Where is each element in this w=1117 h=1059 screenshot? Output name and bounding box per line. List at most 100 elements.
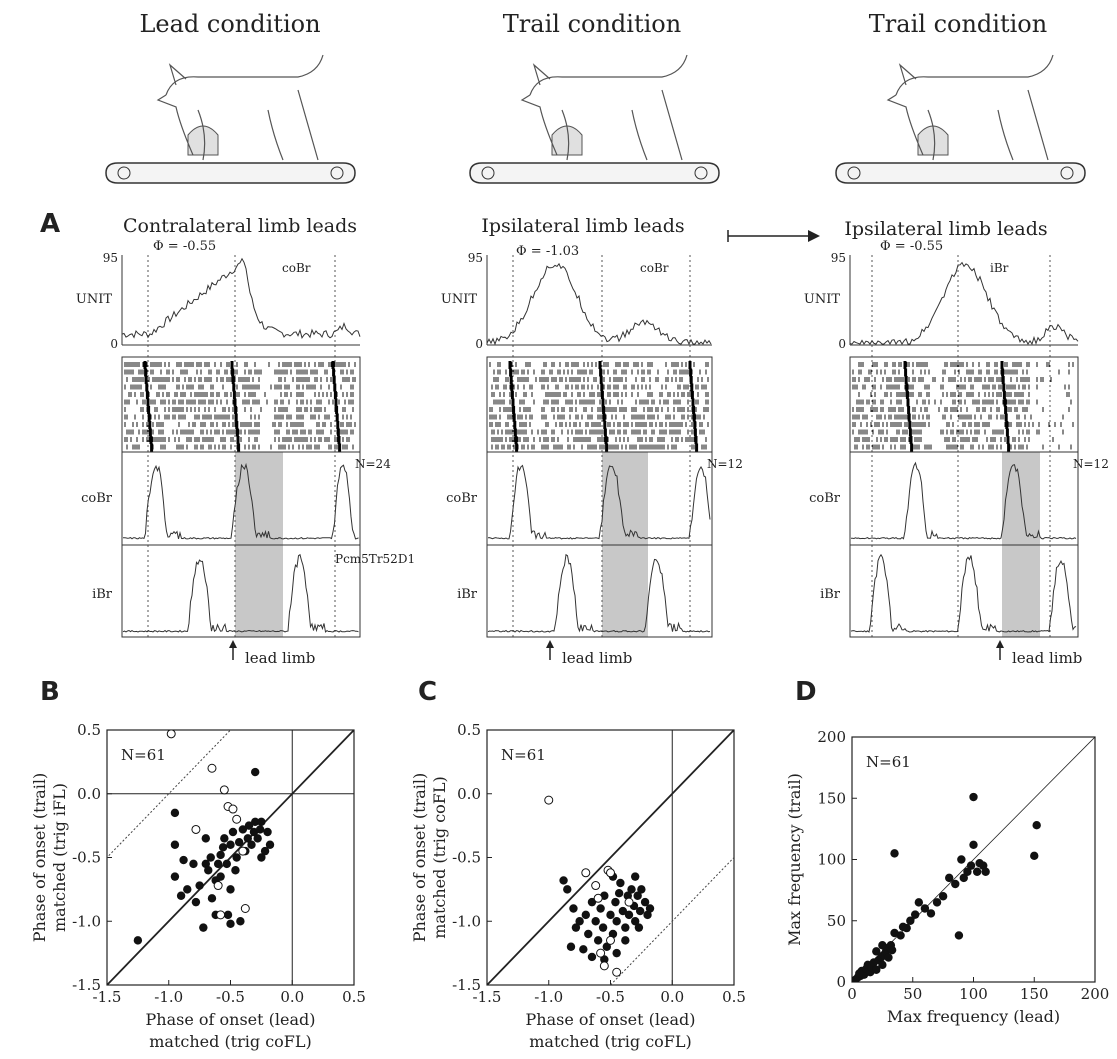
data-point-filled	[969, 840, 978, 849]
y-tick-95: 95	[103, 251, 118, 265]
lead-limb-label: lead limb	[1012, 649, 1082, 667]
data-point-open	[238, 846, 248, 856]
data-point-filled	[226, 840, 235, 849]
data-point-filled	[255, 825, 265, 834]
panel-a-title-right: Ipsilateral limb leads	[844, 218, 1047, 240]
data-point-open	[213, 881, 223, 891]
x-axis-label-2: matched (trig coFL)	[529, 1032, 692, 1051]
data-point-open	[593, 893, 603, 903]
data-point-filled	[207, 894, 217, 903]
unity-line	[487, 730, 734, 985]
data-point-filled	[244, 821, 254, 830]
data-point-open	[207, 763, 217, 773]
x-tick-label: 150	[1020, 985, 1049, 1003]
data-point-filled	[575, 917, 584, 926]
data-point-filled	[645, 904, 655, 913]
y-axis-label: Phase of onset (trail)	[30, 773, 49, 942]
panel-a-traces: UNIT coBr iBr 95 0 coBr N=24 Pcm5Tr52D1 lead lim…	[76, 251, 1109, 667]
data-point-filled	[213, 859, 223, 869]
unity-line	[107, 730, 354, 985]
x-tick-label: -1.5	[93, 988, 122, 1006]
data-point-filled	[926, 909, 936, 918]
data-point-filled	[621, 936, 630, 945]
data-point-filled	[591, 917, 600, 926]
x-tick-label: 0.5	[722, 988, 746, 1006]
x-tick-label: 0.5	[342, 988, 366, 1006]
data-point-filled	[232, 853, 241, 862]
data-point-filled	[226, 919, 235, 928]
data-point-open	[240, 904, 250, 913]
unit-tag: coBr	[640, 261, 669, 275]
data-point-filled	[611, 897, 620, 907]
n-label: N=61	[866, 753, 911, 771]
y-axis-label: Max frequency (trail)	[785, 773, 804, 946]
x-axis-label: Phase of onset (lead)	[146, 1010, 316, 1029]
y-tick-95: 95	[468, 251, 483, 265]
cat-illustration-trail-2	[835, 54, 1086, 184]
y-tick-label: 0.0	[457, 785, 481, 803]
raster-frame	[849, 356, 1079, 638]
x-tick-label: 200	[1081, 985, 1110, 1003]
data-point-filled	[898, 922, 908, 932]
cobr-emg-trace	[850, 461, 1077, 540]
y-tick-label: 0.5	[457, 721, 481, 739]
trace-column-middle: UNIT coBr iBr 95 0 coBr N=12 lead limb	[441, 251, 743, 667]
y-tick-label: -1.0	[72, 912, 101, 930]
unit-histogram	[486, 262, 712, 346]
data-point-filled	[265, 840, 275, 849]
data-point-filled	[236, 917, 245, 926]
cat-illustration-trail-1	[469, 54, 720, 184]
data-point-filled	[581, 910, 590, 920]
phi-left: Φ = -0.55	[153, 239, 216, 254]
row-label-ibr: iBr	[820, 587, 841, 602]
data-point-filled	[938, 892, 948, 901]
x-axis-label: Max frequency (lead)	[887, 1007, 1060, 1026]
x-axis-label: Phase of onset (lead)	[526, 1010, 696, 1029]
data-point-open	[591, 881, 601, 891]
y-tick-95: 95	[831, 251, 846, 265]
x-tick-label: -1.5	[473, 988, 502, 1006]
spike-raster	[124, 361, 356, 452]
data-point-filled	[635, 906, 645, 916]
data-point-filled	[238, 825, 248, 834]
y-tick-label: 0.0	[77, 785, 101, 803]
condition-arrow-head	[808, 230, 820, 242]
data-point-filled	[621, 923, 630, 932]
raster-frame	[121, 356, 361, 638]
phi-right: Φ = -0.55	[880, 239, 943, 254]
data-point-filled	[631, 872, 640, 881]
y-axis-label-2: matched (trig iFL)	[50, 783, 69, 932]
lead-limb-arrowhead	[229, 640, 237, 648]
data-point-filled	[222, 859, 231, 869]
row-label-ibr: iBr	[92, 587, 113, 602]
row-label-unit: UNIT	[441, 292, 477, 307]
data-point-open	[606, 868, 615, 878]
data-point-filled	[563, 885, 572, 894]
unity-line	[852, 737, 1095, 982]
data-point-filled	[571, 923, 581, 932]
ibr-emg-trace	[487, 553, 711, 633]
panel-label-c: C	[418, 677, 437, 707]
data-point-filled	[872, 965, 881, 974]
data-point-filled	[195, 881, 204, 890]
data-point-filled	[972, 867, 982, 876]
data-point-open	[624, 897, 634, 907]
data-point-filled	[263, 827, 272, 837]
data-point-filled	[243, 834, 252, 843]
data-point-filled	[887, 945, 897, 955]
data-point-filled	[260, 846, 270, 856]
plot-area	[107, 730, 354, 985]
unit-histogram	[121, 257, 361, 339]
data-point-filled	[247, 840, 256, 849]
data-point-filled	[223, 910, 233, 920]
data-point-filled	[963, 867, 972, 876]
data-point-filled	[218, 843, 228, 852]
trace-column-right: UNIT coBr iBr 95 0 iBr N=12 lead limb	[804, 251, 1109, 667]
data-point-filled	[981, 867, 990, 876]
data-point-filled	[593, 936, 603, 945]
data-point-filled	[183, 885, 192, 894]
trace-column-left: UNIT coBr iBr 95 0 coBr N=24 Pcm5Tr52D1 lead lim…	[76, 251, 415, 667]
condition-title-lead: Lead condition	[139, 10, 320, 38]
data-point-filled	[602, 942, 611, 951]
data-point-filled	[251, 817, 260, 826]
